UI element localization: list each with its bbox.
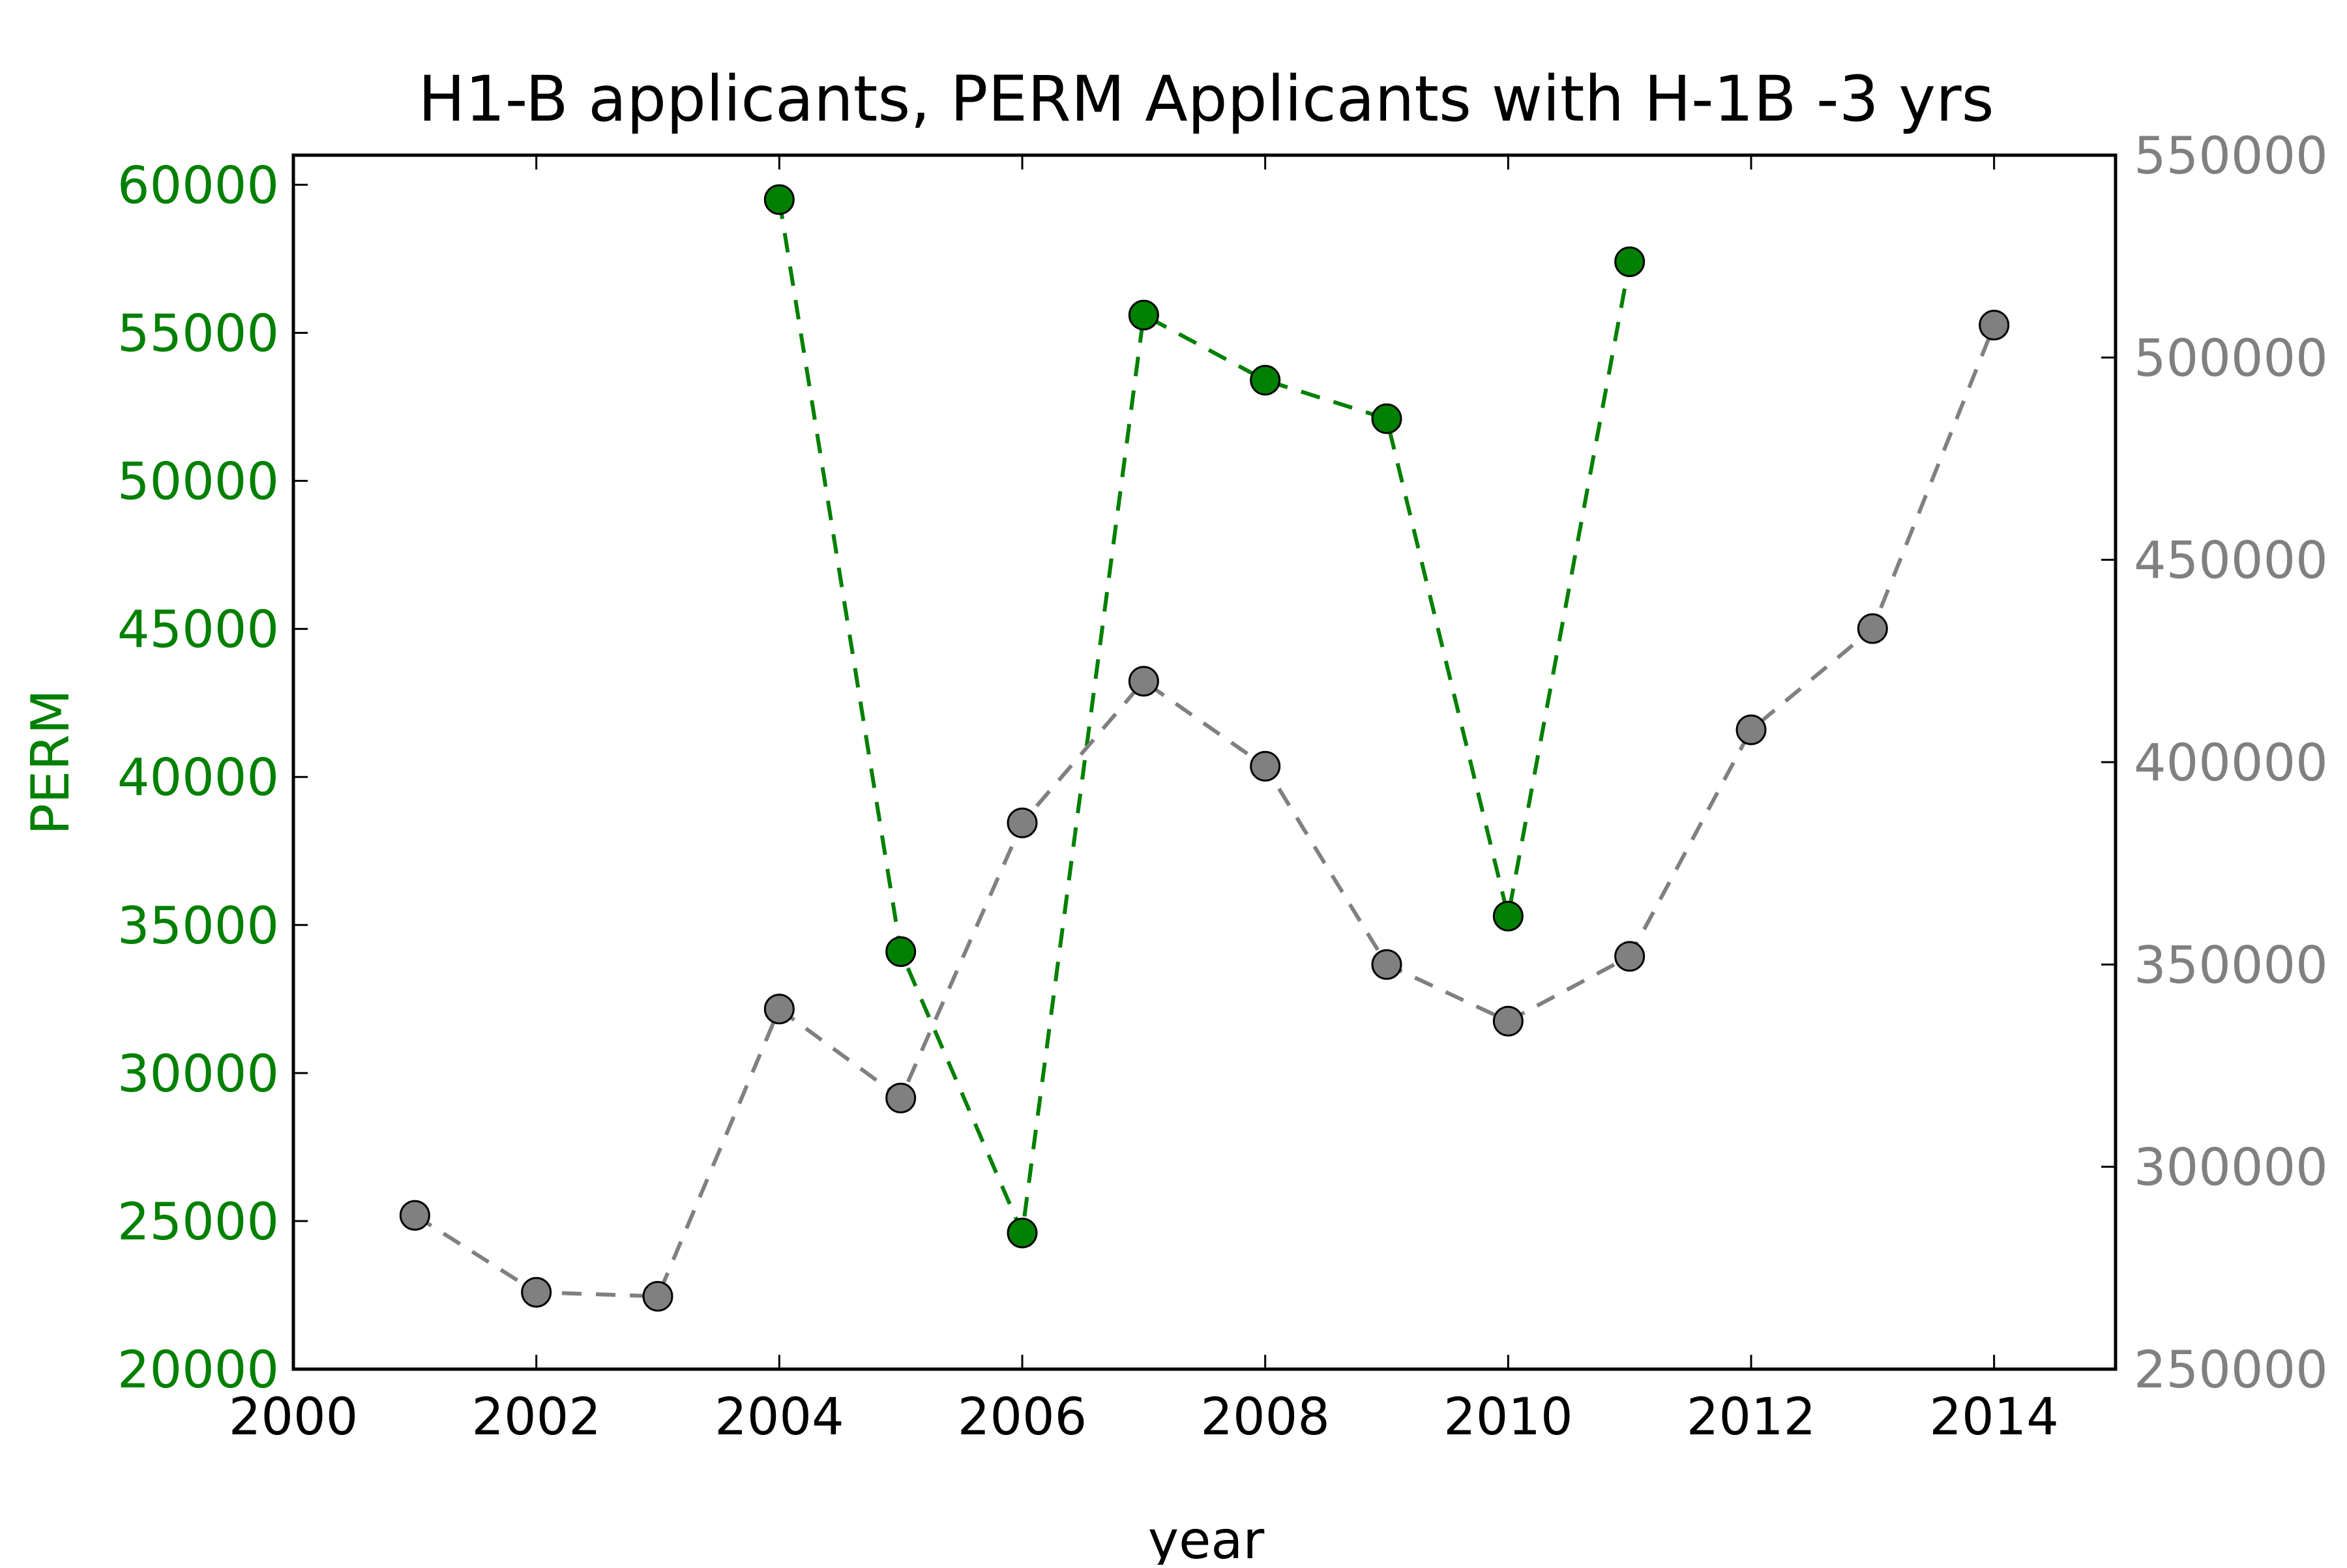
data-point-h1b [1371,949,1402,980]
data-point-perm [1250,364,1281,396]
series-layer [399,184,2010,1312]
x-tick-label: 2006 [958,1388,1087,1447]
plot-frame [291,153,2118,1371]
y-left-tick-label: 55000 [117,304,279,363]
data-point-h1b [1007,807,1038,838]
data-point-h1b [1857,613,1888,644]
data-point-perm [1128,299,1159,331]
y-left-tick-label: 60000 [117,156,279,215]
axes-layer: 2000 2002 2004 2006 2008 2010 2012 2014 20000 250… [117,127,2328,1447]
x-tick-label: 2004 [715,1388,844,1447]
x-tick-label: 2008 [1200,1388,1330,1447]
data-point-h1b [1614,941,1646,972]
data-point-perm [763,184,795,215]
data-point-h1b [1735,714,1767,745]
y-right-tick-label: 450000 [2134,532,2328,591]
data-point-perm [1614,246,1646,277]
data-point-h1b [1492,1005,1524,1037]
data-point-perm [1007,1217,1038,1249]
y-right-tick-label: 500000 [2134,329,2328,388]
data-point-h1b [642,1280,673,1312]
data-point-h1b [1979,310,2010,341]
y-left-tick-label: 45000 [117,601,279,660]
y-axis-label-left: PERM [20,689,81,835]
y-right-tick-label: 300000 [2134,1139,2328,1198]
data-point-h1b [885,1082,917,1114]
y-left-tick-label: 20000 [117,1341,279,1400]
y-right-tick-label: 550000 [2134,127,2328,186]
y-right-tick-label: 350000 [2134,936,2328,995]
data-point-h1b [521,1277,552,1308]
data-point-h1b [1128,666,1159,697]
x-tick-label: 2012 [1687,1388,1816,1447]
chart-title: H1-B applicants, PERM Applicants with H-… [418,63,1994,136]
series-line-h1b [413,324,1996,1299]
y-right-tick-label: 400000 [2134,734,2328,793]
y-left-tick-label: 30000 [117,1045,279,1104]
data-point-h1b [399,1200,430,1231]
x-tick-label: 2010 [1443,1388,1573,1447]
x-tick-label: 2000 [229,1388,359,1447]
y-left-tick-label: 40000 [117,749,279,808]
data-point-h1b [1250,750,1281,782]
series-line-perm [777,199,1632,1241]
data-point-perm [1371,403,1402,434]
data-point-h1b [763,994,795,1025]
data-point-perm [1492,900,1524,932]
x-tick-label: 2002 [471,1388,601,1447]
y-left-tick-label: 25000 [117,1193,279,1252]
y-left-tick-label: 50000 [117,453,279,512]
y-left-tick-label: 35000 [117,897,279,956]
x-tick-label: 2014 [1929,1388,2059,1447]
y-right-tick-label: 250000 [2134,1341,2328,1400]
x-axis-label: year [1148,1510,1265,1565]
data-point-perm [885,936,917,968]
